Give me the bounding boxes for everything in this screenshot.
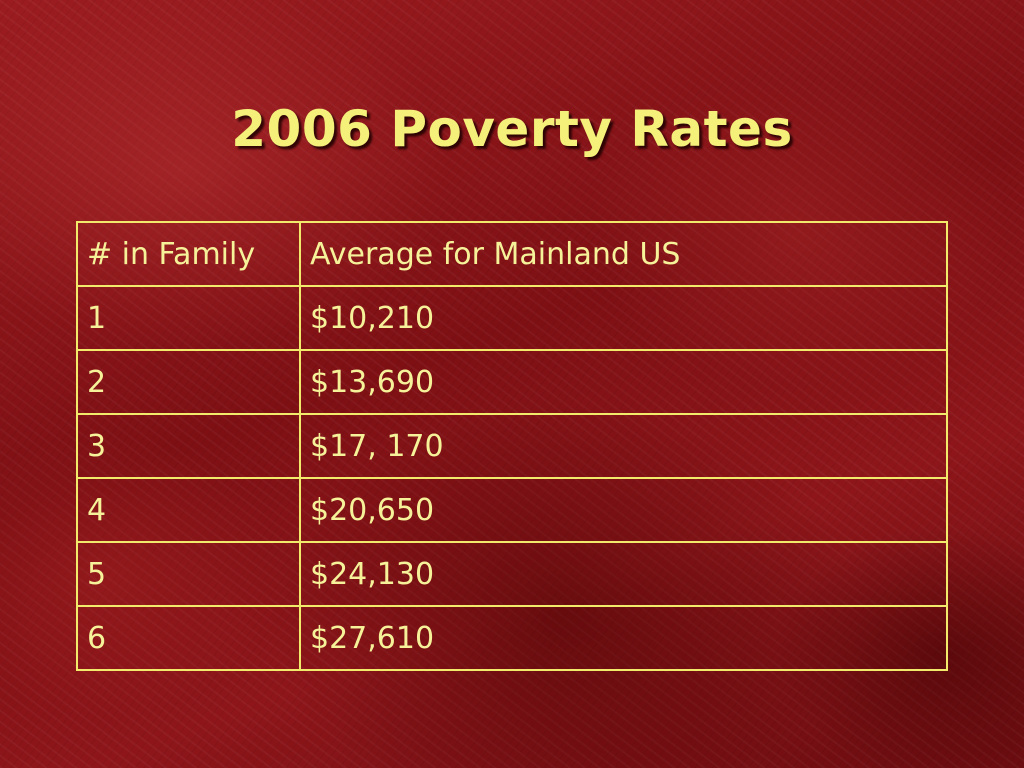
header-family-size: # in Family [76,221,301,287]
threshold-cell: $27,610 [299,605,948,671]
family-size-cell: 6 [76,605,301,671]
table-row: 5 $24,130 [76,541,948,607]
table-row: 2 $13,690 [76,349,948,415]
table-row: 1 $10,210 [76,285,948,351]
table-header-row: # in Family Average for Mainland US [76,221,948,287]
family-size-cell: 4 [76,477,301,543]
table-row: 4 $20,650 [76,477,948,543]
threshold-cell: $24,130 [299,541,948,607]
table-row: 6 $27,610 [76,605,948,671]
poverty-table: # in Family Average for Mainland US 1 $1… [76,221,948,671]
table-row: 3 $17, 170 [76,413,948,479]
family-size-cell: 3 [76,413,301,479]
family-size-cell: 1 [76,285,301,351]
threshold-cell: $17, 170 [299,413,948,479]
threshold-cell: $10,210 [299,285,948,351]
threshold-cell: $20,650 [299,477,948,543]
header-mainland-average: Average for Mainland US [299,221,948,287]
slide-title: 2006 Poverty Rates [231,100,793,158]
threshold-cell: $13,690 [299,349,948,415]
family-size-cell: 2 [76,349,301,415]
family-size-cell: 5 [76,541,301,607]
